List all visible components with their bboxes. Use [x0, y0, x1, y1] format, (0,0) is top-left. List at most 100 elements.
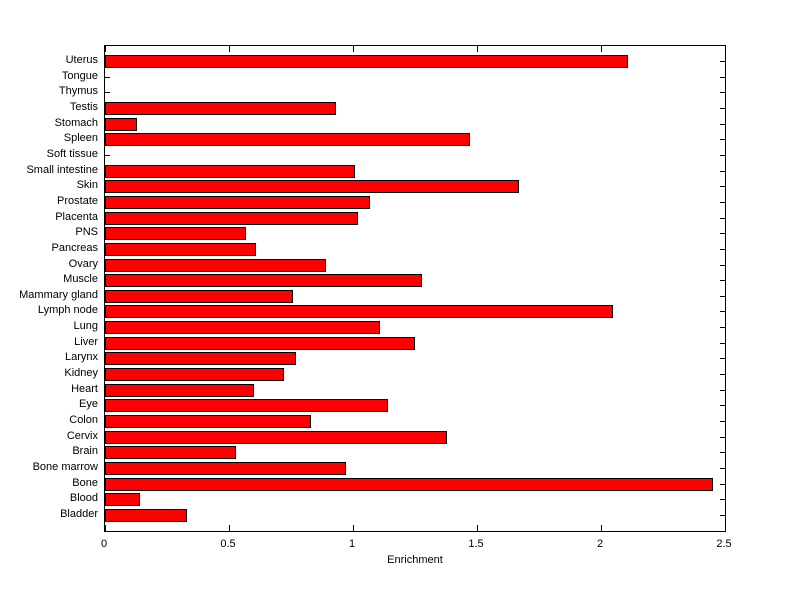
bar — [105, 242, 257, 256]
y-tick-label: Brain — [72, 445, 98, 458]
y-axis-tick — [720, 123, 725, 125]
x-tick-label: 2.5 — [716, 538, 732, 550]
y-axis-tick — [720, 483, 725, 485]
y-tick-label: Thymus — [58, 85, 98, 98]
x-tick-label: 0 — [100, 538, 108, 550]
bar — [105, 321, 381, 335]
y-axis-tick — [720, 108, 725, 110]
y-axis-tick — [720, 155, 725, 157]
y-axis-tick — [720, 405, 725, 407]
y-axis-tick — [720, 311, 725, 313]
y-axis-tick — [720, 170, 725, 172]
y-tick-label: Stomach — [54, 116, 98, 129]
y-tick-label: Bone — [72, 476, 98, 489]
y-tick-label: Heart — [71, 382, 98, 395]
y-tick-label: Spleen — [63, 132, 98, 145]
y-tick-label: Cervix — [66, 429, 98, 442]
bar — [105, 352, 296, 366]
bar — [105, 117, 138, 131]
y-tick-label: Larynx — [64, 351, 98, 364]
bar — [105, 477, 713, 491]
x-tick-label: 0.5 — [220, 538, 236, 550]
y-axis-tick — [720, 358, 725, 360]
x-axis-tick — [724, 46, 726, 52]
y-axis-tick — [720, 436, 725, 438]
x-axis-tick — [104, 46, 106, 52]
y-axis-tick — [720, 201, 725, 203]
bar — [105, 180, 520, 194]
y-tick-label: Bone marrow — [32, 460, 98, 473]
bar — [105, 305, 614, 319]
bar — [105, 336, 415, 350]
y-axis-tick — [720, 264, 725, 266]
bar — [105, 258, 326, 272]
y-axis-tick — [720, 342, 725, 344]
x-tick-label: 2 — [596, 538, 604, 550]
y-axis-tick — [720, 61, 725, 63]
y-tick-label: Small intestine — [26, 163, 98, 176]
bar — [105, 508, 187, 522]
y-tick-label: Skin — [76, 179, 98, 192]
bar — [105, 164, 356, 178]
y-axis-tick — [720, 514, 725, 516]
x-axis-tick — [476, 46, 478, 52]
y-axis-tick — [720, 467, 725, 469]
bar — [105, 446, 237, 460]
y-tick-label: Muscle — [63, 273, 98, 286]
y-axis-tick — [720, 186, 725, 188]
y-axis-tick — [105, 76, 110, 78]
x-tick-label: 1.5 — [468, 538, 484, 550]
y-axis-tick — [105, 92, 110, 94]
bar — [105, 461, 346, 475]
y-axis-tick — [720, 327, 725, 329]
x-axis-tick — [724, 525, 726, 531]
y-tick-label: Pancreas — [51, 241, 98, 254]
bar — [105, 399, 388, 413]
y-tick-label: Lung — [73, 320, 98, 333]
bar — [105, 493, 140, 507]
y-tick-label: Ovary — [68, 257, 98, 270]
y-tick-label: Placenta — [55, 210, 98, 223]
y-axis-tick — [720, 452, 725, 454]
y-axis-tick — [720, 499, 725, 501]
x-axis-tick — [228, 525, 230, 531]
y-tick-label: Soft tissue — [46, 148, 98, 161]
y-tick-label: Uterus — [65, 54, 98, 67]
y-tick-label: Prostate — [57, 194, 98, 207]
y-axis-tick — [720, 389, 725, 391]
x-axis-tick — [228, 46, 230, 52]
x-tick-label: 1 — [348, 538, 356, 550]
x-axis-tick — [600, 46, 602, 52]
x-axis-tick — [600, 525, 602, 531]
x-axis-tick — [352, 46, 354, 52]
bar — [105, 211, 358, 225]
y-axis-tick — [720, 233, 725, 235]
y-tick-label: Bladder — [60, 507, 98, 520]
bar — [105, 102, 336, 116]
y-axis-tick — [720, 248, 725, 250]
y-tick-label: Lymph node — [37, 304, 98, 317]
bar — [105, 227, 247, 241]
x-axis-tick — [476, 525, 478, 531]
y-axis-tick — [720, 280, 725, 282]
bar — [105, 414, 311, 428]
y-tick-label: Mammary gland — [19, 288, 98, 301]
bar — [105, 274, 423, 288]
bar — [105, 195, 371, 209]
x-axis-tick — [104, 525, 106, 531]
y-tick-label: Colon — [69, 413, 98, 426]
y-axis-tick — [720, 92, 725, 94]
bar — [105, 289, 294, 303]
y-axis-tick — [720, 139, 725, 141]
bar — [105, 383, 254, 397]
y-tick-label: Tongue — [61, 69, 98, 82]
y-tick-label: PNS — [75, 226, 98, 239]
y-axis-tick — [105, 155, 110, 157]
y-axis-tick — [720, 295, 725, 297]
x-axis-title: Enrichment — [387, 554, 443, 566]
y-tick-label: Liver — [74, 335, 98, 348]
y-axis-tick — [720, 374, 725, 376]
y-axis-tick — [720, 76, 725, 78]
y-axis-tick — [720, 420, 725, 422]
